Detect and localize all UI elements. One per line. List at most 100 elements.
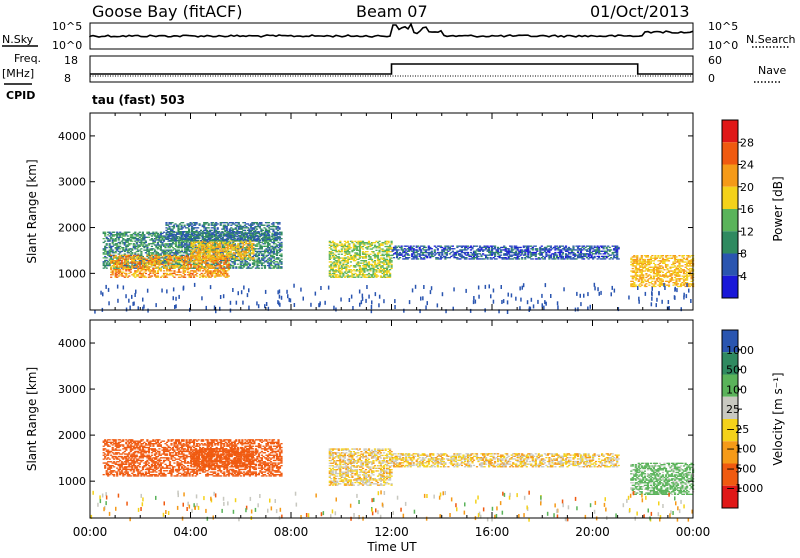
power-cell [666, 269, 668, 270]
power-cell [423, 246, 425, 247]
power-cell [127, 235, 129, 236]
power-cell [393, 257, 395, 258]
power-cell [106, 260, 108, 261]
power-cell [377, 275, 379, 276]
power-cell [350, 261, 352, 262]
power-cell [536, 248, 538, 249]
power-cell [363, 245, 365, 246]
power-cell [371, 275, 373, 276]
power-cell [170, 259, 172, 260]
power-cell [160, 234, 162, 235]
power-cell [241, 260, 243, 261]
power-cell [230, 257, 232, 258]
power-cell [348, 270, 350, 271]
power-cell [405, 252, 407, 253]
power-cell [256, 264, 258, 265]
power-cell [245, 256, 247, 257]
power-cell [121, 261, 123, 262]
power-cell [222, 243, 224, 244]
power-cell [202, 274, 204, 275]
power-cell [134, 263, 136, 264]
power-cell [204, 273, 206, 274]
power-cell [212, 256, 214, 257]
power-cell [392, 255, 394, 256]
power-cell [155, 251, 157, 252]
power-cell [662, 279, 664, 280]
power-cell [554, 247, 556, 248]
power-cell [353, 259, 355, 260]
power-cell [213, 268, 215, 269]
power-cell [666, 268, 668, 269]
power-cell [124, 264, 126, 265]
power-cell [189, 272, 191, 273]
power-cell [122, 248, 124, 249]
power-cell [143, 234, 145, 235]
power-cell [213, 252, 215, 253]
power-cell [127, 266, 129, 267]
power-cell [666, 265, 668, 266]
power-cell [650, 282, 652, 283]
power-cell [541, 246, 543, 247]
power-cell [273, 257, 275, 258]
power-cell [657, 273, 659, 274]
power-cell [521, 253, 523, 254]
power-cell [383, 257, 385, 258]
power-cell [351, 270, 353, 271]
power-cell [119, 270, 121, 271]
power-cell [140, 253, 142, 254]
power-cell [365, 257, 367, 258]
power-cell [484, 249, 486, 250]
power-cell [329, 255, 331, 256]
power-cell [240, 256, 242, 257]
power-cell [219, 244, 221, 245]
power-cell [155, 232, 157, 233]
power-cell [366, 254, 368, 255]
power-cell [484, 258, 486, 259]
power-cell [645, 274, 647, 275]
power-cell [145, 277, 147, 278]
power-cell [425, 251, 427, 252]
power-cell [142, 232, 144, 233]
power-cell [431, 248, 433, 249]
power-cell [386, 252, 388, 253]
power-cell [335, 275, 337, 276]
power-cell [339, 264, 341, 265]
power-cell [365, 261, 367, 262]
power-cell [557, 257, 559, 258]
power-cell [422, 253, 424, 254]
power-cell [119, 256, 121, 257]
power-cell [137, 235, 139, 236]
power-cell [173, 277, 175, 278]
power-cell [246, 261, 248, 262]
power-cell [423, 258, 425, 259]
power-cell [452, 246, 454, 247]
power-cell [110, 268, 112, 269]
power-cell [134, 277, 136, 278]
power-cell [211, 275, 213, 276]
power-cell [164, 264, 166, 265]
power-cell [345, 266, 347, 267]
power-cell [217, 273, 219, 274]
power-cell [201, 273, 203, 274]
power-cell [335, 248, 337, 249]
power-cell [233, 243, 235, 244]
power-cell [354, 265, 356, 266]
power-cell [642, 264, 644, 265]
power-cell [642, 276, 644, 277]
power-cell [368, 263, 370, 264]
power-cell [668, 285, 670, 286]
power-cell [668, 282, 670, 283]
power-cell [220, 266, 222, 267]
power-cell [128, 238, 130, 239]
power-cell [378, 252, 380, 253]
nsearch-top-tick: 10^5 [708, 20, 738, 33]
power-cell [332, 255, 334, 256]
power-cell [173, 270, 175, 271]
power-cell [227, 244, 229, 245]
power-cell [136, 272, 138, 273]
power-cell [548, 248, 550, 249]
power-cell [206, 258, 208, 259]
power-cell [128, 252, 130, 253]
power-cell [279, 260, 281, 261]
power-cell [173, 261, 175, 262]
